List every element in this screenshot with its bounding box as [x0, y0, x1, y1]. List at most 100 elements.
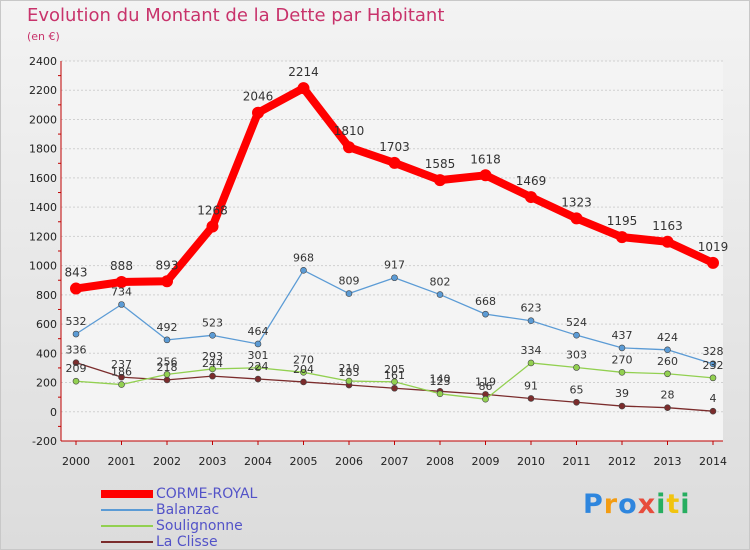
- data-label-soulignonne: 186: [111, 366, 132, 379]
- y-tick-label: 1000: [29, 260, 57, 273]
- data-point-balanzac: [573, 331, 580, 339]
- data-point-soulignonne: [436, 390, 444, 398]
- data-label-soulignonne: 334: [521, 344, 542, 357]
- data-point-soulignonne: [209, 365, 216, 373]
- data-point-la-clisse: [209, 372, 216, 380]
- data-label-la-clisse: 91: [524, 379, 538, 392]
- data-point-soulignonne: [300, 369, 307, 376]
- legend-label: Balanzac: [156, 502, 220, 518]
- data-label-soulignonne: 232: [703, 359, 724, 372]
- data-label-balanzac: 802: [430, 276, 451, 289]
- data-point-corme-royal: [297, 82, 310, 95]
- data-label-la-clisse: 183: [339, 366, 360, 379]
- legend-label: Soulignonne: [156, 518, 243, 534]
- data-label-soulignonne: 270: [612, 353, 633, 366]
- legend-swatch: [101, 509, 153, 511]
- data-label-balanzac: 734: [111, 285, 132, 298]
- y-tick-label: 600: [36, 318, 57, 331]
- y-tick-label: 1600: [29, 172, 57, 185]
- data-label-balanzac: 809: [339, 275, 360, 288]
- data-label-balanzac: 523: [202, 316, 223, 329]
- data-point-soulignonne: [345, 377, 353, 385]
- data-label-corme-royal: 1019: [698, 240, 729, 254]
- data-label-corme-royal: 1268: [197, 203, 228, 217]
- data-label-balanzac: 668: [475, 295, 496, 308]
- chart-title: Evolution du Montant de la Dette par Hab…: [27, 5, 445, 26]
- data-label-la-clisse: 140: [430, 372, 451, 385]
- data-point-soulignonne: [391, 378, 398, 386]
- data-point-corme-royal: [206, 220, 219, 233]
- data-point-soulignonne: [664, 370, 671, 378]
- logo-letter: r: [603, 489, 619, 520]
- x-tick-label: 2014: [699, 455, 727, 468]
- data-label-soulignonne: 260: [657, 355, 678, 368]
- logo-letter: t: [666, 489, 681, 520]
- axes: -200 0 200 400 600 800 1000 1200 1400 1600 1800 200…: [29, 55, 727, 468]
- data-point-la-clisse: [72, 359, 80, 366]
- data-label-la-clisse: 39: [615, 387, 629, 400]
- data-point-la-clisse: [664, 404, 671, 411]
- data-label-corme-royal: 1703: [379, 140, 410, 154]
- x-tick-label: 2002: [153, 455, 181, 468]
- data-point-la-clisse: [618, 402, 626, 410]
- data-label-la-clisse: 65: [570, 383, 584, 396]
- data-label-la-clisse: 237: [111, 358, 132, 371]
- data-label-corme-royal: 2046: [243, 90, 274, 104]
- data-point-corme-royal: [661, 235, 674, 248]
- data-point-balanzac: [618, 344, 626, 352]
- logo-letter: i: [680, 489, 691, 520]
- data-label-balanzac: 623: [521, 302, 542, 315]
- data-point-soulignonne: [254, 364, 262, 372]
- data-point-la-clisse: [254, 375, 262, 383]
- data-point-la-clisse: [391, 384, 398, 392]
- data-label-balanzac: 328: [703, 345, 724, 358]
- data-label-la-clisse: 28: [661, 389, 675, 402]
- data-point-la-clisse: [573, 398, 580, 406]
- data-label-corme-royal: 1810: [334, 124, 365, 138]
- data-label-la-clisse: 224: [248, 360, 269, 373]
- legend-swatch: [101, 490, 153, 498]
- y-tick-label: 2000: [29, 113, 57, 126]
- data-point-la-clisse: [300, 378, 307, 386]
- data-point-balanzac: [254, 340, 262, 348]
- data-label-la-clisse: 4: [710, 392, 717, 405]
- data-label-corme-royal: 1323: [561, 195, 592, 209]
- y-tick-label: 2400: [29, 55, 57, 68]
- y-tick-label: 800: [36, 289, 57, 302]
- data-point-corme-royal: [161, 275, 173, 288]
- data-point-corme-royal: [525, 191, 537, 204]
- data-label-la-clisse: 161: [384, 369, 405, 382]
- x-tick-label: 2005: [290, 455, 318, 468]
- legend-swatch: [101, 541, 153, 543]
- data-label-balanzac: 532: [66, 315, 87, 328]
- data-label-la-clisse: 244: [202, 357, 223, 370]
- data-label-soulignonne: 293: [202, 350, 223, 363]
- data-point-corme-royal: [616, 231, 628, 244]
- data-point-corme-royal: [252, 106, 264, 119]
- y-tick-label: 1200: [29, 230, 57, 243]
- data-label-balanzac: 464: [248, 325, 269, 338]
- x-tick-label: 2003: [199, 455, 227, 468]
- x-tick-label: 2011: [563, 455, 591, 468]
- data-label-soulignonne: 209: [66, 362, 87, 375]
- x-tick-label: 2006: [335, 455, 363, 468]
- data-label-corme-royal: 1585: [425, 157, 456, 171]
- data-point-corme-royal: [707, 256, 719, 269]
- data-point-balanzac: [163, 336, 171, 344]
- data-label-soulignonne: 270: [293, 353, 314, 366]
- data-point-corme-royal: [570, 212, 583, 225]
- data-point-balanzac: [118, 301, 125, 308]
- logo-letter: o: [618, 489, 638, 520]
- data-point-soulignonne: [118, 381, 125, 388]
- grid-lines: [61, 60, 723, 442]
- data-point-corme-royal: [434, 174, 446, 187]
- y-tick-label: -200: [32, 435, 57, 448]
- x-tick-label: 2009: [472, 455, 500, 468]
- series-lines: [70, 82, 719, 415]
- data-label-soulignonne: 303: [566, 348, 587, 361]
- data-point-balanzac: [664, 346, 671, 354]
- data-label-soulignonne: 256: [157, 355, 178, 368]
- data-label-la-clisse: 204: [293, 363, 314, 376]
